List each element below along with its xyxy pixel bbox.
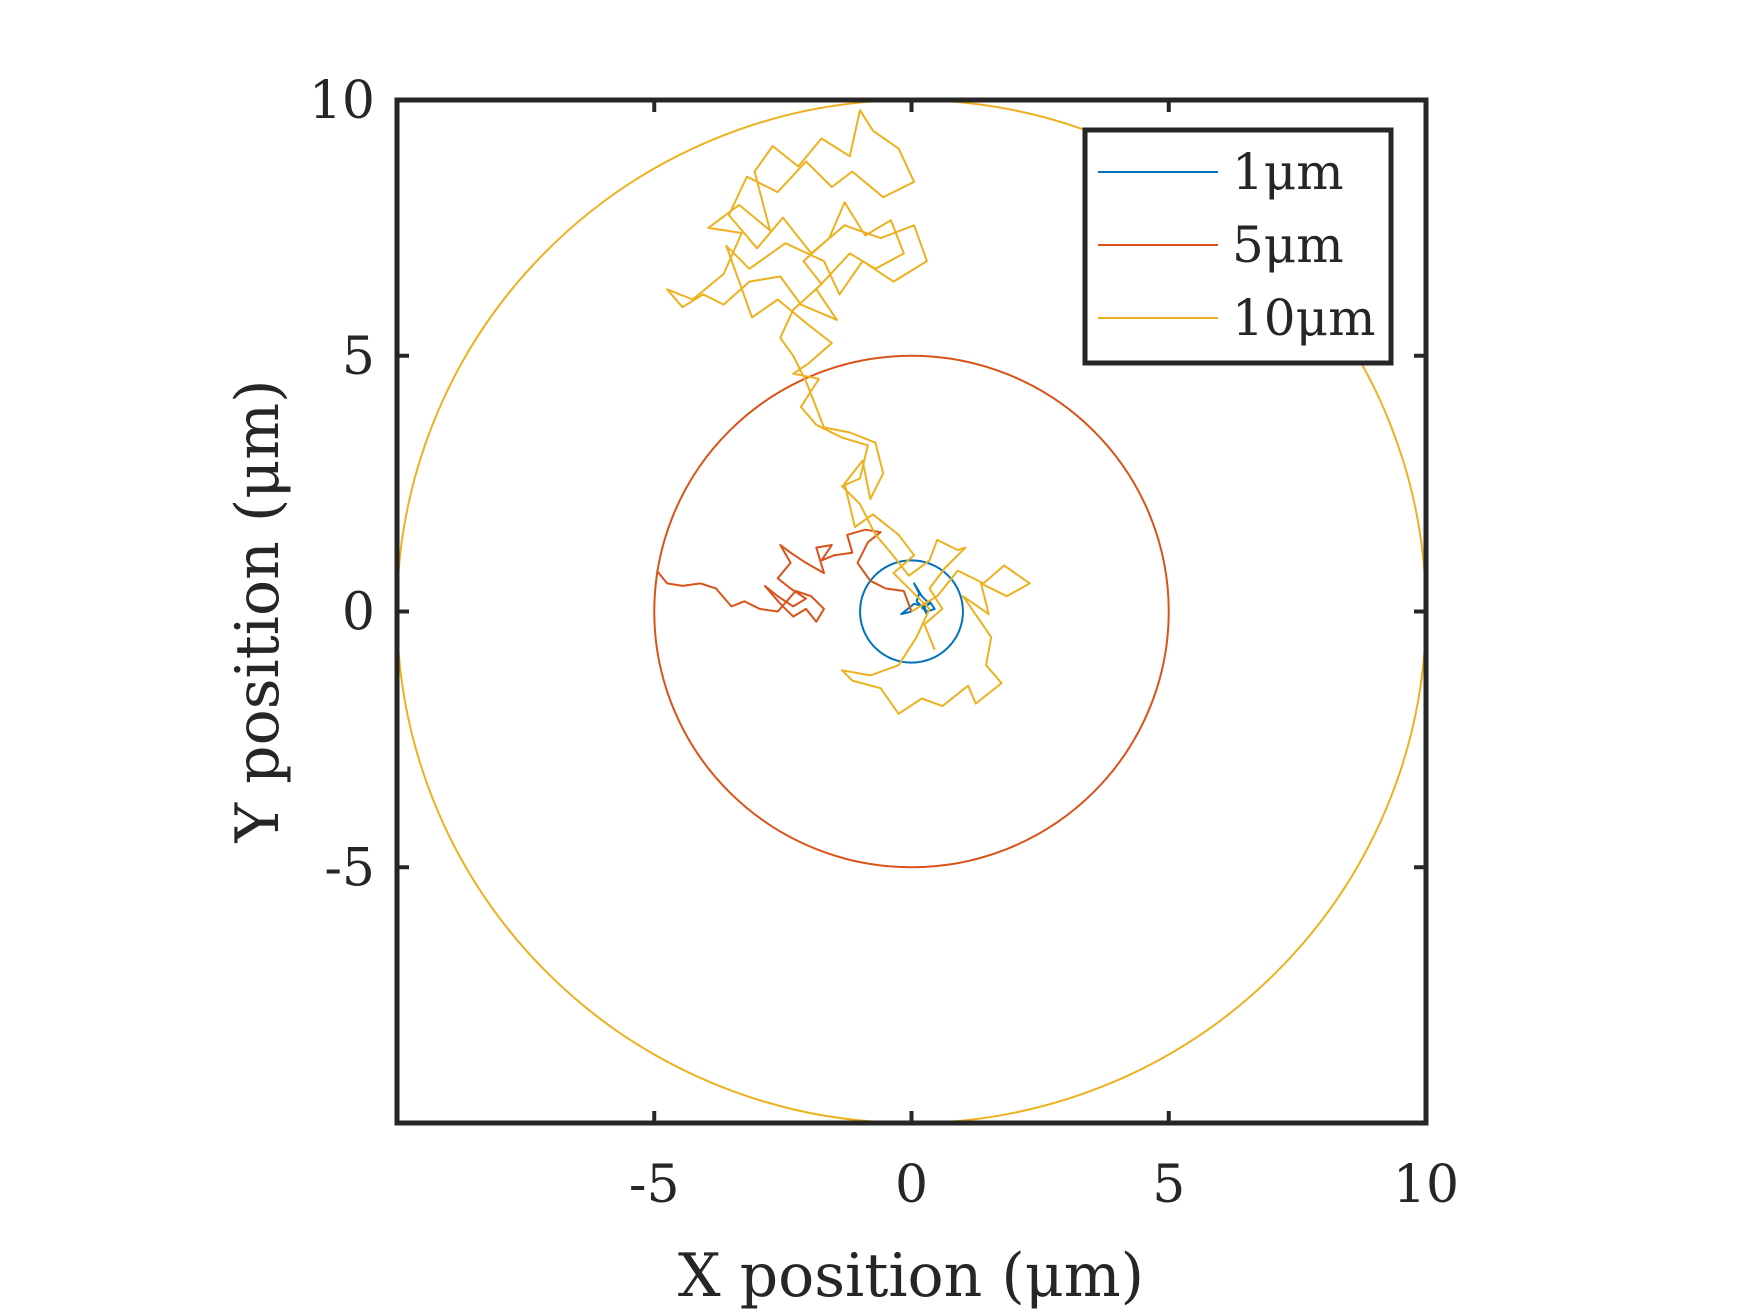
trajectory-2 — [666, 109, 1031, 715]
trajectory-paths — [656, 109, 1031, 715]
y-tick-labels: -5 0 5 10 — [309, 71, 375, 898]
legend-label-0: 1μm — [1232, 143, 1344, 201]
x-tick-label: 0 — [895, 1155, 928, 1215]
y-tick-label: 0 — [342, 583, 375, 643]
x-tick-label: 10 — [1393, 1155, 1459, 1215]
y-tick-label: 10 — [309, 71, 375, 131]
x-tick-label: -5 — [629, 1155, 680, 1215]
trajectory-0 — [900, 582, 936, 616]
x-tick-labels: -5 0 5 10 — [629, 1155, 1459, 1215]
y-tick-label: 5 — [342, 327, 375, 387]
legend-label-1: 5μm — [1232, 216, 1344, 274]
y-axis-label: Y position (μm) — [223, 379, 293, 843]
plot-frame — [394, 97, 1429, 1126]
boundary-circles — [397, 100, 1426, 1123]
boundary-circle-0 — [859, 559, 964, 664]
boundary-circle-1 — [653, 354, 1170, 869]
trajectory-1 — [656, 528, 913, 623]
legend: 1μm 5μm 10μm — [1082, 127, 1394, 366]
y-tick-label: -5 — [324, 838, 375, 898]
x-axis-label: X position (μm) — [678, 1241, 1144, 1311]
legend-label-2: 10μm — [1232, 289, 1376, 347]
x-tick-label: 5 — [1152, 1155, 1185, 1215]
legend-box — [1082, 127, 1394, 366]
